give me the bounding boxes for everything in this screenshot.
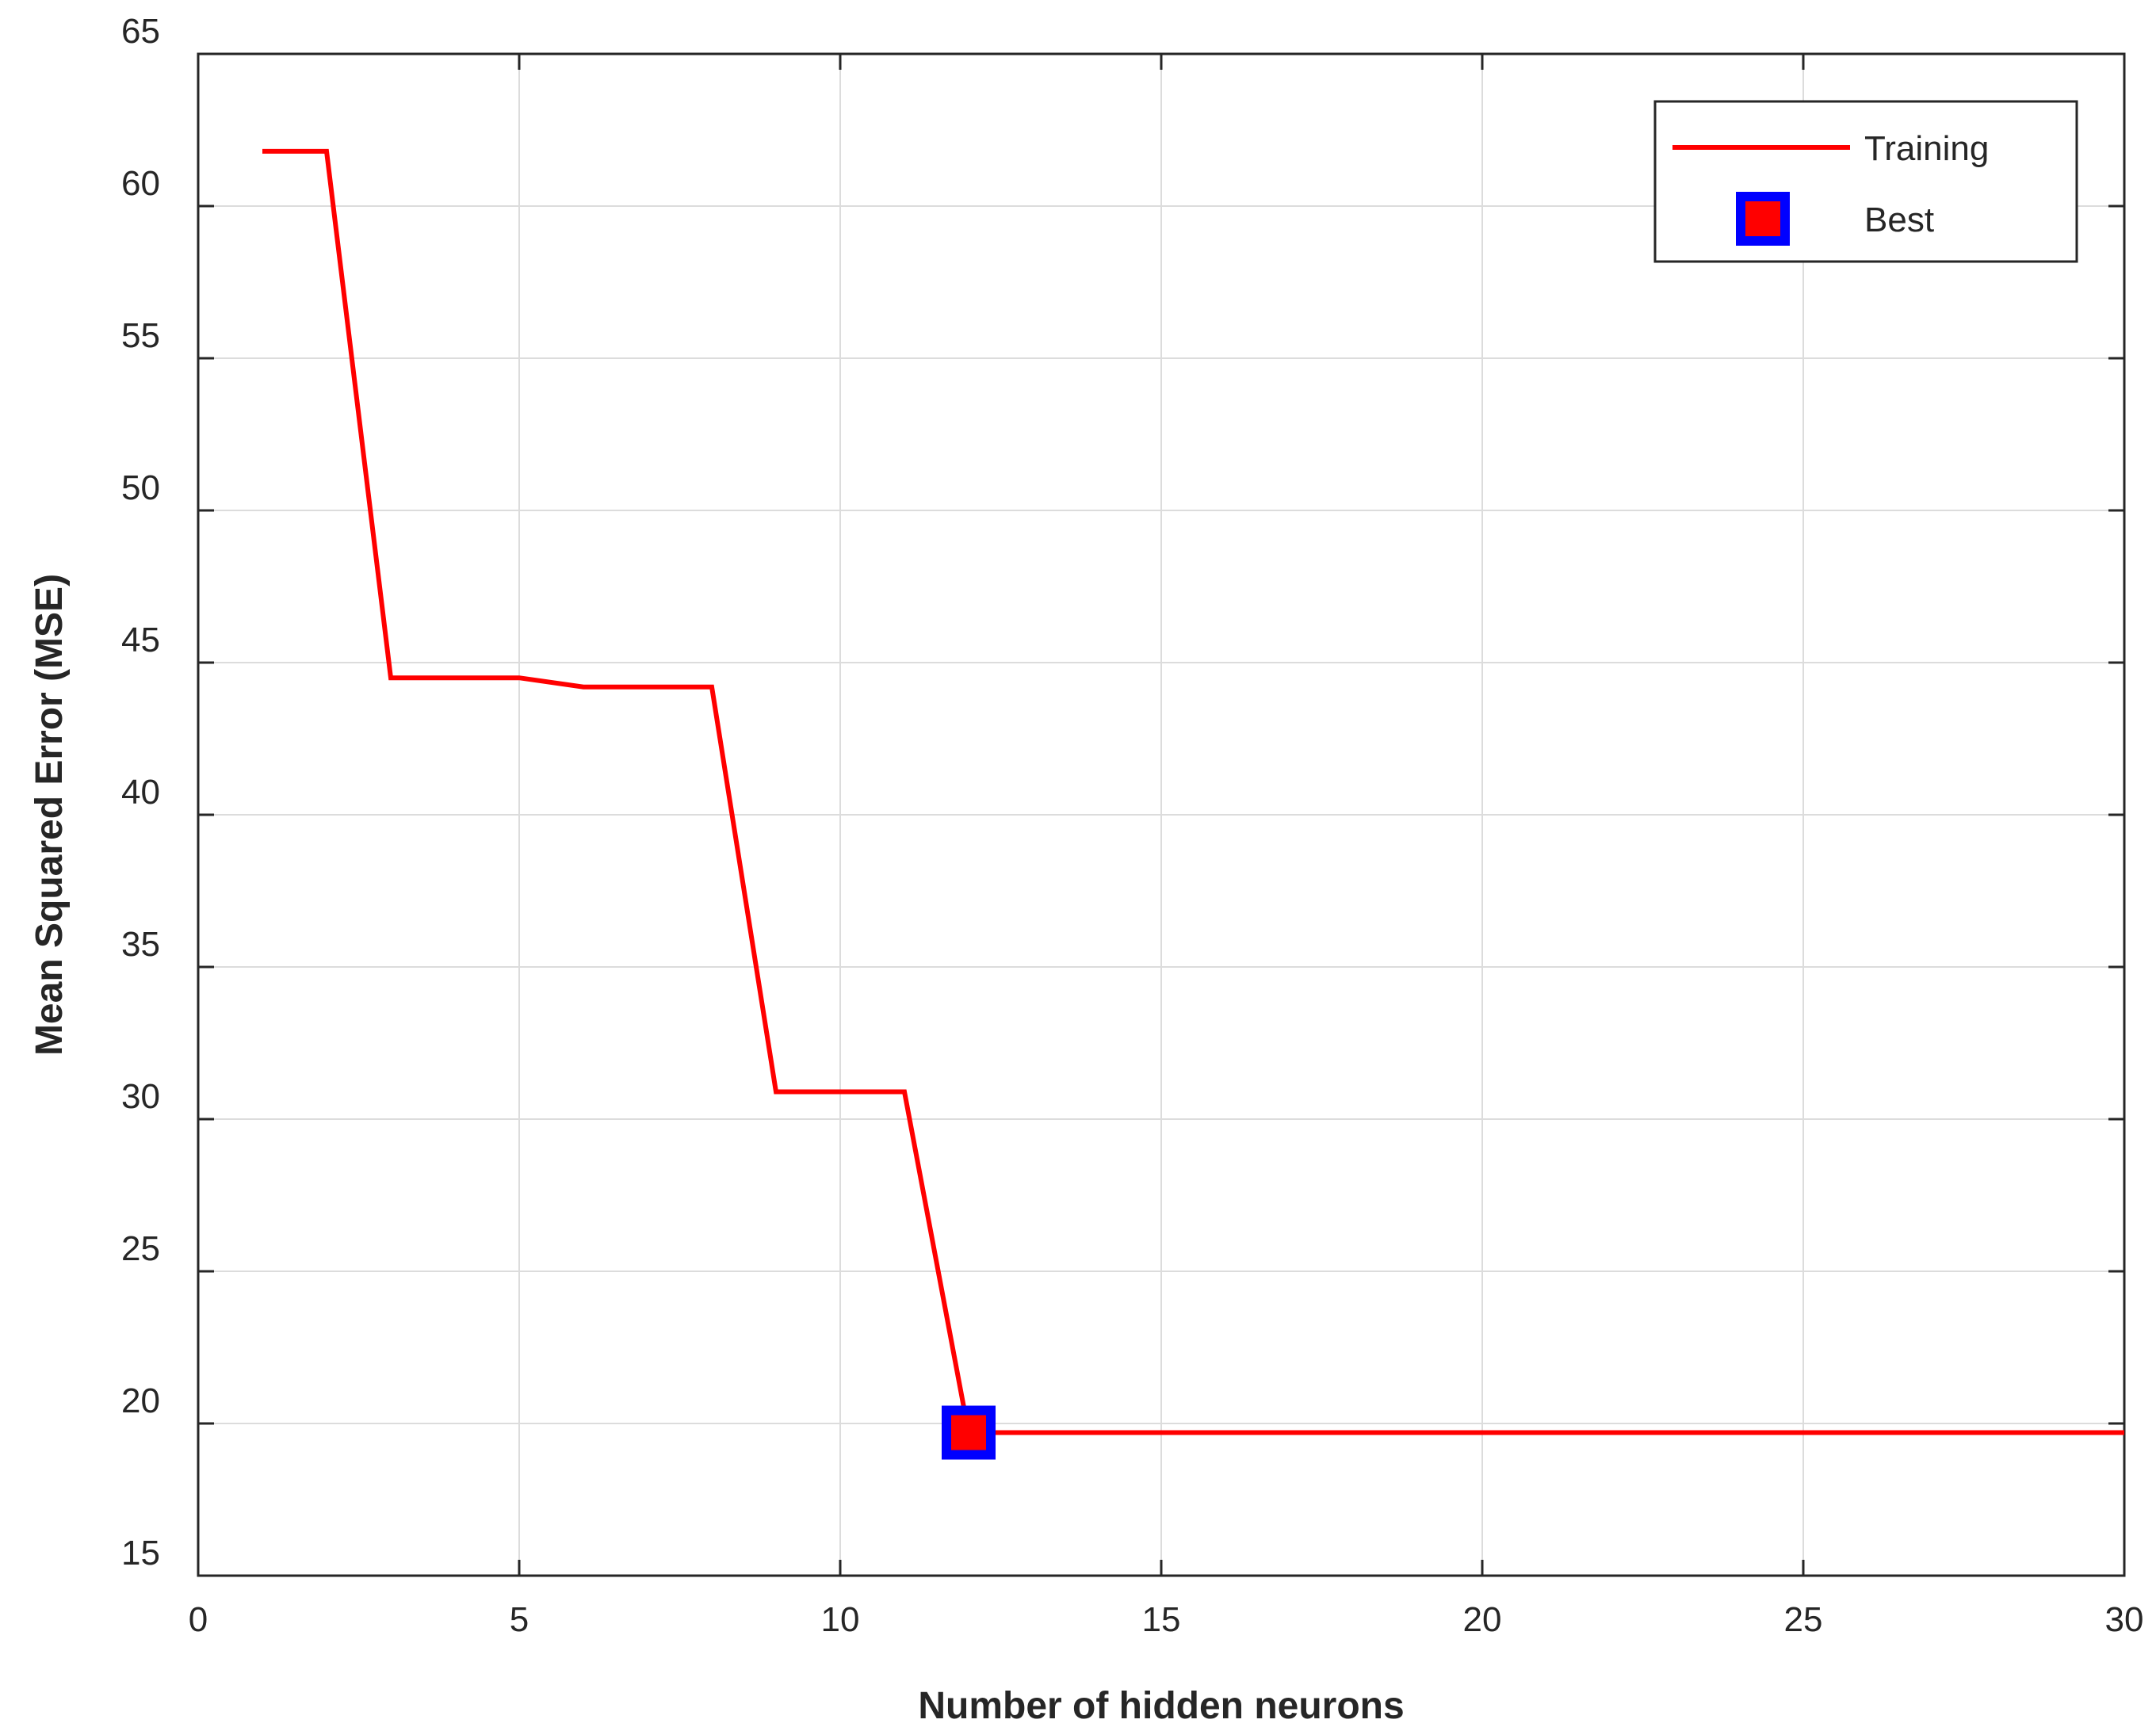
y-axis-title: Mean Squared Error (MSE) [29,574,71,1056]
y-tick-label: 25 [121,1229,160,1268]
x-tick-label: 5 [510,1600,529,1639]
series-layer [262,148,2124,1460]
x-tick-label: 25 [1784,1600,1823,1639]
y-tick-label: 55 [121,316,160,355]
legend: Training Best [1653,100,2078,263]
y-tick-label: 30 [121,1077,160,1116]
ticks: 0 5 10 15 20 25 30 15 20 25 30 35 40 45 50 55 60 65 [121,12,2143,1639]
legend-box [1653,100,2078,263]
legend-best-swatch [1736,192,1790,246]
x-tick-label: 10 [821,1600,860,1639]
y-tick-label: 65 [121,12,160,51]
y-tick-label: 45 [121,621,160,659]
training-line [262,148,2124,1435]
x-tick-label: 20 [1463,1600,1502,1639]
y-tick-label: 15 [121,1534,160,1572]
x-tick-label: 0 [189,1600,208,1639]
x-axis-title: Number of hidden neurons [918,1685,1404,1727]
y-tick-label: 35 [121,925,160,964]
x-tick-label: 30 [2105,1600,2144,1639]
legend-training-label: Training [1864,129,1989,168]
grid [198,54,2124,1576]
legend-best-label: Best [1864,201,1934,239]
x-tick-label: 15 [1142,1600,1181,1639]
y-tick-label: 40 [121,773,160,812]
y-tick-label: 50 [121,468,160,507]
best-point-marker [942,1405,996,1460]
y-tick-label: 60 [121,164,160,203]
y-tick-label: 20 [121,1381,160,1420]
